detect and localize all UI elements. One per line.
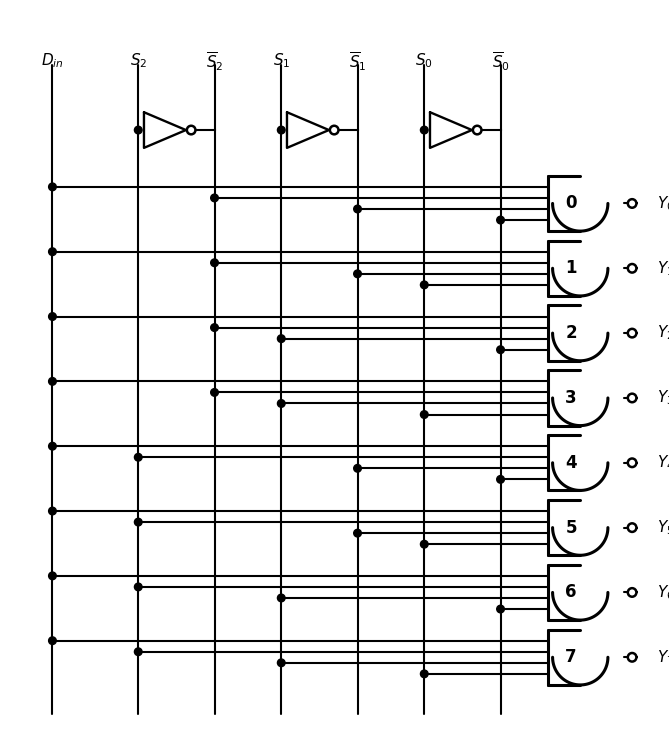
Circle shape	[49, 183, 56, 191]
Text: 3: 3	[565, 389, 577, 407]
Text: $Y_{5}$: $Y_{5}$	[657, 518, 669, 537]
Circle shape	[49, 508, 56, 515]
Circle shape	[278, 659, 285, 666]
Circle shape	[187, 126, 195, 134]
Circle shape	[49, 248, 56, 255]
Circle shape	[628, 588, 636, 596]
Circle shape	[211, 324, 218, 331]
Circle shape	[628, 264, 636, 273]
Circle shape	[278, 594, 285, 602]
Text: $\overline{S}_2$: $\overline{S}_2$	[206, 51, 223, 73]
Text: 4: 4	[565, 454, 577, 472]
Circle shape	[420, 541, 428, 548]
Circle shape	[49, 442, 56, 450]
Circle shape	[420, 281, 428, 288]
Circle shape	[354, 205, 361, 213]
Text: $Y_{1}$: $Y_{1}$	[657, 259, 669, 278]
Circle shape	[49, 572, 56, 580]
Circle shape	[278, 400, 285, 407]
Circle shape	[628, 523, 636, 532]
Circle shape	[278, 127, 285, 134]
Circle shape	[134, 583, 142, 591]
Text: $S_2$: $S_2$	[130, 51, 147, 69]
Circle shape	[473, 126, 482, 134]
Text: $Y_{0}$: $Y_{0}$	[657, 194, 669, 213]
Text: $S_0$: $S_0$	[415, 51, 433, 69]
Text: $\overline{S}_0$: $\overline{S}_0$	[492, 51, 510, 73]
Circle shape	[330, 126, 339, 134]
Text: $\overline{S}_1$: $\overline{S}_1$	[349, 51, 367, 73]
Circle shape	[211, 389, 218, 396]
Circle shape	[211, 194, 218, 202]
Text: $Y_{6}$: $Y_{6}$	[657, 583, 669, 602]
Text: $S_1$: $S_1$	[272, 51, 290, 69]
Circle shape	[496, 476, 504, 483]
Circle shape	[420, 670, 428, 678]
Circle shape	[278, 335, 285, 343]
Circle shape	[628, 394, 636, 402]
Circle shape	[134, 127, 142, 134]
Circle shape	[420, 127, 428, 134]
Circle shape	[628, 199, 636, 208]
Text: 1: 1	[565, 259, 577, 277]
Text: $Y_{3}$: $Y_{3}$	[657, 389, 669, 407]
Polygon shape	[287, 112, 329, 148]
Circle shape	[628, 329, 636, 337]
Polygon shape	[430, 112, 472, 148]
Circle shape	[420, 410, 428, 419]
Text: 2: 2	[565, 324, 577, 342]
Circle shape	[354, 529, 361, 537]
Circle shape	[49, 312, 56, 320]
Text: $Y_{2}$: $Y_{2}$	[657, 324, 669, 343]
Circle shape	[628, 459, 636, 467]
Circle shape	[211, 259, 218, 267]
Text: 6: 6	[565, 584, 577, 602]
Text: $Y_{4}$: $Y_{4}$	[657, 453, 669, 472]
Polygon shape	[144, 112, 186, 148]
Circle shape	[134, 518, 142, 526]
Circle shape	[354, 270, 361, 278]
Circle shape	[134, 453, 142, 461]
Text: $D_{in}$: $D_{in}$	[41, 51, 64, 69]
Circle shape	[628, 653, 636, 662]
Circle shape	[49, 377, 56, 386]
Text: 7: 7	[565, 648, 577, 666]
Circle shape	[496, 605, 504, 613]
Text: 0: 0	[565, 194, 577, 212]
Circle shape	[134, 648, 142, 656]
Circle shape	[354, 465, 361, 472]
Text: 5: 5	[565, 519, 577, 537]
Circle shape	[496, 216, 504, 224]
Text: $Y_{7}$: $Y_{7}$	[657, 648, 669, 666]
Circle shape	[496, 346, 504, 353]
Circle shape	[49, 637, 56, 645]
